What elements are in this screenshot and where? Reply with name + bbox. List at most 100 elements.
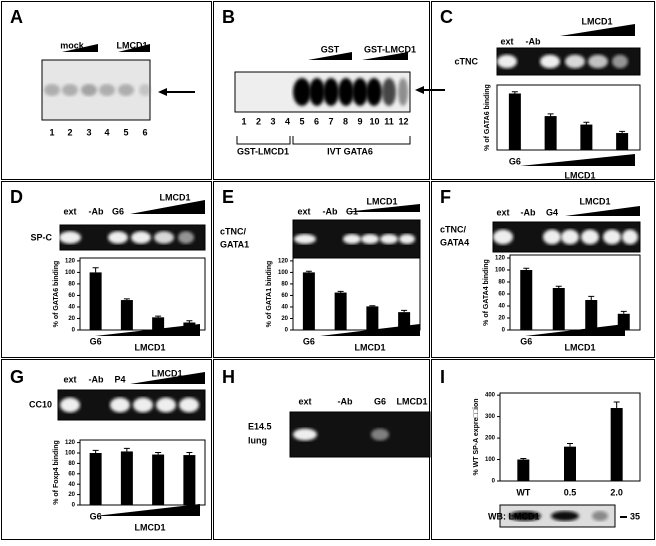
wedge <box>95 504 200 516</box>
gel-band <box>352 78 368 106</box>
label: 3 <box>86 127 91 137</box>
wedge <box>565 206 640 216</box>
gel-band <box>309 78 325 106</box>
bracket <box>236 136 411 145</box>
y-axis-label: % of GATA6 binding <box>53 261 60 328</box>
gel-band <box>366 78 382 106</box>
plot-frame <box>292 257 421 331</box>
gel-band <box>139 84 151 96</box>
label: SP-C <box>30 232 52 242</box>
y-tick-label: 120 <box>278 258 289 264</box>
y-tick-label: 80 <box>498 280 505 286</box>
panel-letter: B <box>222 7 235 27</box>
error-bar <box>155 315 162 318</box>
x-tick-label: G6 <box>520 336 532 346</box>
gel-band <box>154 231 174 244</box>
error-bar <box>588 295 595 300</box>
y-tick-label: 0 <box>285 328 289 334</box>
y-tick-label: 80 <box>68 281 75 287</box>
y-tick-label: 20 <box>68 316 75 322</box>
error-bar <box>369 305 376 307</box>
label: G1 <box>346 206 358 216</box>
bar <box>610 408 623 481</box>
y-tick-label: 0 <box>72 503 76 509</box>
label: GST <box>321 44 340 54</box>
label: LMCD1 <box>580 196 611 206</box>
x-tick-label: WT <box>516 487 530 497</box>
panel-letter: F <box>440 187 451 207</box>
gel-band <box>131 231 151 244</box>
wedge <box>560 24 635 36</box>
label: 10 <box>369 116 379 126</box>
error-bar <box>337 290 344 293</box>
error-bar <box>555 285 562 288</box>
panel-letter: G <box>10 367 24 387</box>
bar <box>120 300 133 330</box>
bar <box>564 446 576 481</box>
gel-band <box>62 84 78 96</box>
plot-frame <box>509 254 641 331</box>
label: 4 <box>104 127 109 137</box>
x-tick-label: 0.5 <box>564 487 577 497</box>
x-axis-label: LMCD1 <box>355 342 386 352</box>
label: WB: LMCD1 <box>488 511 540 521</box>
x-axis-label: LMCD1 <box>135 342 166 352</box>
y-tick-label: 60 <box>68 471 75 477</box>
label: IVT GATA6 <box>327 146 373 156</box>
y-tick-label: 0 <box>492 479 496 485</box>
gel-band <box>156 397 176 413</box>
gel-band <box>293 78 311 106</box>
label: GST-LMCD1 <box>237 146 289 156</box>
y-tick-label: 60 <box>281 293 288 299</box>
y-tick-label: 100 <box>65 270 76 276</box>
x-tick-label: 2.0 <box>610 487 623 497</box>
error-bar <box>619 130 626 134</box>
y-axis-label: % of Foxp4 binding <box>53 440 60 505</box>
label: 2 <box>256 116 261 126</box>
label: LMCD1 <box>160 192 191 202</box>
y-tick-label: 80 <box>281 281 288 287</box>
label: G4 <box>546 207 558 217</box>
gel-band <box>133 397 153 413</box>
gel-band <box>294 234 316 244</box>
x-tick-label: G6 <box>303 336 315 346</box>
gel-band <box>561 229 579 245</box>
wedge <box>130 200 205 214</box>
panel-letter: I <box>440 367 445 387</box>
label: -Ab <box>526 36 541 46</box>
y-axis-label: % WT SP-A expre□□ion <box>473 398 480 475</box>
label: lung <box>248 435 267 445</box>
error-bar <box>186 451 193 456</box>
label: GST-LMCD1 <box>364 44 416 54</box>
label: mock <box>60 40 85 50</box>
label: ext <box>297 206 310 216</box>
error-bar <box>583 121 590 125</box>
label: LMCD1 <box>582 16 613 26</box>
wedge <box>362 52 408 60</box>
y-axis-label: % of GATA6 binding <box>484 84 491 151</box>
y-tick-label: 0 <box>502 328 506 334</box>
label: 1 <box>241 116 246 126</box>
panel-letter: A <box>10 7 23 27</box>
bar <box>617 313 630 330</box>
bar <box>89 453 102 505</box>
label: E14.5 <box>248 421 272 431</box>
y-tick-label: 100 <box>485 457 496 463</box>
y-tick-label: 20 <box>68 492 75 498</box>
error-bar <box>92 267 99 273</box>
label: 6 <box>142 127 147 137</box>
bar <box>302 272 315 330</box>
gel-band <box>108 231 128 244</box>
label: cTNC/ <box>220 226 247 236</box>
plot-frame <box>79 257 206 331</box>
bar <box>520 270 533 330</box>
x-axis-label: LMCD1 <box>565 170 596 180</box>
panel-letter: H <box>222 367 235 387</box>
gel-band <box>612 54 628 69</box>
y-tick-label: 120 <box>65 258 76 264</box>
error-bar <box>155 451 162 455</box>
error-bar <box>92 449 99 453</box>
error-bar <box>567 442 573 447</box>
error-bar <box>123 298 130 301</box>
